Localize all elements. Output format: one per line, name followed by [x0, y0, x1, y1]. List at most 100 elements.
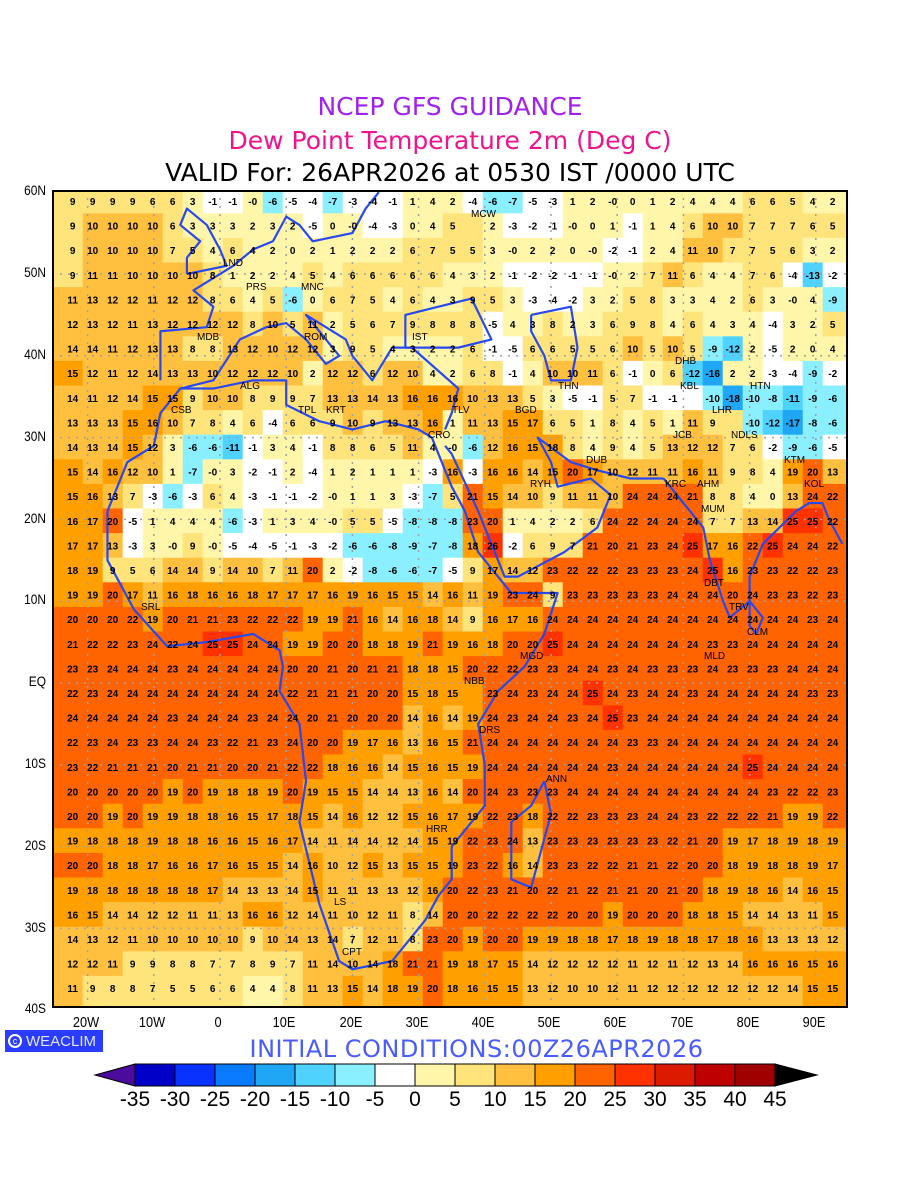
field-cell [602, 213, 624, 239]
grid-value: 4 [810, 295, 816, 306]
grid-value: 0 [410, 222, 416, 233]
grid-value: 24 [747, 738, 759, 749]
grid-value: 24 [107, 664, 119, 675]
grid-value: 9 [130, 197, 136, 208]
field-cell [322, 705, 344, 731]
field-cell [442, 557, 464, 583]
grid-value: 8 [250, 320, 256, 331]
grid-value: 22 [547, 910, 559, 921]
field-cell [682, 311, 704, 337]
grid-value: 8 [250, 394, 256, 405]
grid-value: -2 [308, 492, 317, 503]
grid-value: 20 [107, 787, 119, 798]
grid-value: 24 [767, 640, 779, 651]
field-cell [142, 803, 164, 829]
grid-value: 23 [767, 566, 779, 577]
field-cell [142, 582, 164, 608]
field-cell [662, 508, 684, 534]
field-cell [62, 779, 84, 805]
grid-value: 1 [390, 468, 396, 479]
grid-value: 13 [87, 935, 99, 946]
field-cell [842, 262, 846, 288]
field-cell [222, 557, 244, 583]
field-cell [662, 213, 684, 239]
grid-value: -2 [328, 541, 337, 552]
grid-value: -10 [745, 394, 760, 405]
field-cell [782, 434, 804, 460]
field-cell [722, 582, 744, 608]
field-cell [182, 877, 204, 903]
field-cell [342, 311, 364, 337]
grid-value: 18 [147, 886, 159, 897]
field-cell [54, 533, 64, 559]
grid-value: -1 [648, 394, 657, 405]
grid-value: 24 [807, 664, 819, 675]
field-cell [822, 631, 844, 657]
grid-value: 2 [270, 246, 276, 257]
grid-value: 3 [190, 197, 196, 208]
field-cell [162, 902, 184, 928]
grid-value: 19 [467, 812, 479, 823]
field-cell [202, 336, 224, 362]
field-cell [282, 385, 304, 411]
field-cell [802, 533, 824, 559]
field-cell [722, 828, 744, 854]
field-cell [282, 508, 304, 534]
field-cell [142, 360, 164, 387]
field-cell [782, 360, 804, 387]
field-cell [582, 557, 604, 583]
field-cell [522, 902, 544, 928]
field-cell [362, 606, 384, 633]
grid-value: 20 [167, 763, 179, 774]
field-cell [682, 410, 704, 436]
grid-value: 24 [87, 714, 99, 725]
field-cell [162, 656, 184, 682]
field-cell [802, 336, 824, 362]
field-cell [242, 680, 264, 706]
grid-value: 6 [810, 222, 816, 233]
grid-value: 8 [450, 320, 456, 331]
field-cell [302, 828, 324, 854]
field-cell [122, 336, 144, 362]
grid-value: 23 [727, 664, 739, 675]
grid-value: 18 [727, 935, 739, 946]
field-cell [482, 287, 504, 313]
grid-value: 23 [567, 714, 579, 725]
grid-value: 24 [647, 787, 659, 798]
grid-value: 21 [327, 714, 339, 725]
field-cell [642, 311, 664, 337]
field-cell [502, 951, 524, 977]
grid-value: 24 [787, 689, 799, 700]
field-cell [54, 975, 64, 1002]
field-cell [262, 779, 284, 805]
field-cell [362, 410, 384, 436]
grid-value: -1 [628, 246, 637, 257]
field-cell [222, 508, 244, 534]
field-cell [562, 262, 584, 288]
grid-value: -0 [448, 443, 457, 454]
grid-value: 12 [207, 320, 219, 331]
field-cell [582, 606, 604, 633]
grid-value: 2 [610, 295, 616, 306]
grid-value: 6 [230, 295, 236, 306]
field-cell [322, 828, 344, 854]
field-cell [662, 926, 684, 952]
field-cell [602, 631, 624, 657]
field-cell [302, 680, 324, 706]
city-label: AHM [697, 479, 720, 491]
field-cell [382, 434, 404, 460]
colorbar-low-arrow [93, 1063, 136, 1087]
field-cell [842, 852, 846, 879]
colorbar-swatch [734, 1063, 776, 1087]
field-cell [162, 557, 184, 583]
field-cell [522, 951, 544, 977]
field-cell [802, 951, 824, 977]
field-cell [122, 877, 144, 903]
field-cell [202, 459, 224, 485]
field-cell [762, 754, 784, 780]
field-cell [142, 287, 164, 313]
grid-value: 24 [127, 714, 139, 725]
field-cell [782, 262, 804, 288]
field-cell [762, 631, 784, 657]
grid-value: 8 [250, 960, 256, 971]
